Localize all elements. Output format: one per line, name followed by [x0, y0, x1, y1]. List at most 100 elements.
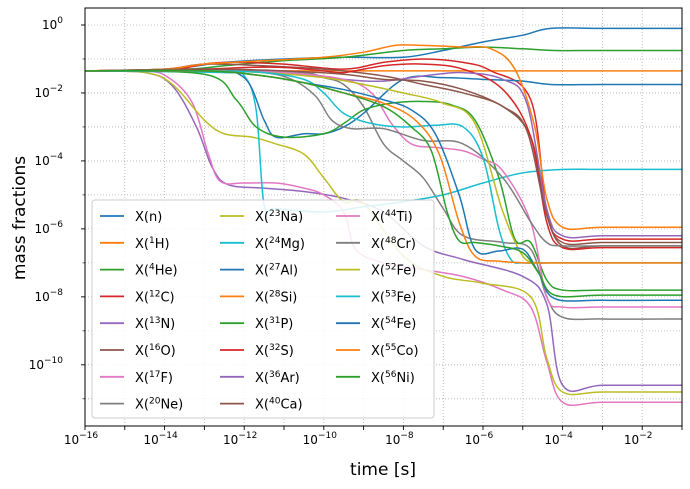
x-tick-label-base: 10 [143, 433, 158, 447]
legend-label-mass-number: 20 [149, 397, 161, 407]
legend-label-element: Mg) [280, 237, 305, 252]
y-tick-label: 10−2 [34, 84, 63, 100]
x-tick-label-exponent: −16 [79, 431, 98, 441]
legend-label: X(24Mg) [255, 236, 305, 252]
legend-label-mass-number: 54 [385, 316, 397, 326]
x-tick-label-base: 10 [624, 433, 639, 447]
legend-label-prefix: X( [371, 237, 385, 252]
y-tick-label-base: 10 [29, 358, 44, 372]
legend-label-mass-number: 44 [385, 209, 397, 219]
x-tick-label-base: 10 [303, 433, 318, 447]
legend-label-prefix: X( [371, 264, 385, 279]
x-tick-label: 10−16 [64, 431, 99, 447]
legend-label: X(36Ar) [255, 370, 300, 386]
legend-label-element: P) [280, 317, 293, 332]
legend-label-element: Fe) [396, 290, 416, 305]
legend-box [91, 199, 435, 419]
legend-label-element: H) [155, 237, 170, 252]
plot-frame [84, 7, 683, 427]
legend-label-mass-number: 12 [149, 289, 160, 299]
legend-label-mass-number: 36 [269, 370, 281, 380]
legend-label-mass-number: 32 [269, 343, 280, 353]
x-tick-label: 10−12 [223, 431, 257, 447]
y-tick-label-exponent: −6 [50, 220, 64, 230]
x-tick-label-exponent: −6 [480, 431, 494, 441]
legend-label-element: Ti) [395, 210, 412, 225]
legend-label-element: N) [160, 317, 175, 332]
legend-label-mass-number: 40 [269, 397, 281, 407]
legend-label-prefix: X( [135, 344, 149, 359]
legend-label-prefix: X( [255, 264, 269, 279]
y-tick-label-exponent: −8 [50, 288, 64, 298]
legend: X(n)X(1H)X(4He)X(12C)X(13N)X(16O)X(17F)X… [91, 199, 435, 419]
legend-label-prefix: X( [135, 210, 149, 225]
legend-label-element: Ne) [160, 398, 183, 413]
x-tick-label-exponent: −12 [238, 431, 257, 441]
y-tick-label-base: 10 [42, 18, 57, 32]
series-line-3 [85, 46, 682, 72]
x-tick-label: 10−2 [624, 431, 653, 447]
y-tick-label-exponent: 0 [57, 16, 63, 26]
legend-label: X(4He) [135, 263, 178, 279]
legend-label-mass-number: 13 [149, 316, 160, 326]
legend-label-element: n) [149, 210, 162, 225]
legend-label-element: Na) [280, 210, 303, 225]
x-tick-label: 10−8 [385, 431, 414, 447]
x-tick-label-exponent: −8 [400, 431, 414, 441]
legend-label-prefix: X( [135, 371, 149, 386]
x-tick-label-exponent: −4 [560, 431, 574, 441]
legend-label: X(56Ni) [371, 370, 415, 386]
x-tick-label-base: 10 [544, 433, 559, 447]
legend-label-prefix: X( [371, 317, 385, 332]
legend-label: X(16O) [135, 343, 176, 359]
legend-label-mass-number: 1 [149, 236, 155, 246]
legend-label-element: Si) [280, 290, 297, 305]
series-line-13 [85, 70, 682, 292]
legend-label-element: Co) [396, 344, 418, 359]
x-tick-label-base: 10 [385, 433, 400, 447]
legend-label: X(n) [135, 210, 162, 225]
legend-label: X(32S) [255, 343, 294, 359]
legend-label-prefix: X( [255, 398, 269, 413]
y-tick-label: 10−10 [29, 356, 64, 372]
legend-label-element: Ca) [280, 398, 302, 413]
legend-label-mass-number: 16 [149, 343, 161, 353]
legend-label: X(53Fe) [371, 289, 416, 305]
x-tick-label-exponent: −2 [639, 431, 652, 441]
axis-ticks: 10−16 10−14 10−12 10−10 10−8 10−6 10−4 10−21001… [29, 16, 683, 447]
x-tick-label: 10−10 [303, 431, 338, 447]
series-line-5 [85, 70, 682, 393]
legend-label-element: Cr) [396, 237, 416, 252]
series-line-11 [85, 69, 682, 139]
legend-label: X(28Si) [255, 289, 297, 305]
series-line-14 [85, 63, 682, 251]
y-axis-title: mass fractions [10, 156, 30, 280]
y-tick-label: 100 [42, 16, 63, 32]
legend-label-element: S) [280, 344, 293, 359]
legend-label: X(31P) [255, 316, 293, 332]
series-line-17 [85, 69, 682, 309]
legend-label-mass-number: 4 [149, 263, 155, 273]
legend-label-prefix: X( [371, 290, 385, 305]
y-tick-label-base: 10 [34, 222, 49, 236]
y-tick-label-base: 10 [34, 154, 49, 168]
x-axis-title: time [s] [350, 460, 416, 480]
legend-label-prefix: X( [255, 344, 269, 359]
x-tick-label-base: 10 [223, 433, 238, 447]
legend-label: X(27Al) [255, 263, 298, 279]
x-tick-label: 10−6 [465, 431, 494, 447]
legend-label-element: Ar) [280, 371, 299, 386]
legend-label: X(44Ti) [371, 209, 413, 225]
x-tick-label-exponent: −10 [318, 431, 337, 441]
legend-label-mass-number: 24 [269, 236, 281, 246]
legend-label: X(40Ca) [255, 397, 303, 413]
legend-label-mass-number: 52 [385, 263, 396, 273]
legend-label-prefix: X( [135, 398, 149, 413]
legend-label-element: Fe) [396, 317, 416, 332]
y-tick-label-exponent: −2 [50, 84, 63, 94]
legend-label-element: O) [160, 344, 175, 359]
legend-label-prefix: X( [135, 264, 149, 279]
legend-label-mass-number: 23 [269, 209, 280, 219]
legend-label: X(52Fe) [371, 263, 416, 279]
